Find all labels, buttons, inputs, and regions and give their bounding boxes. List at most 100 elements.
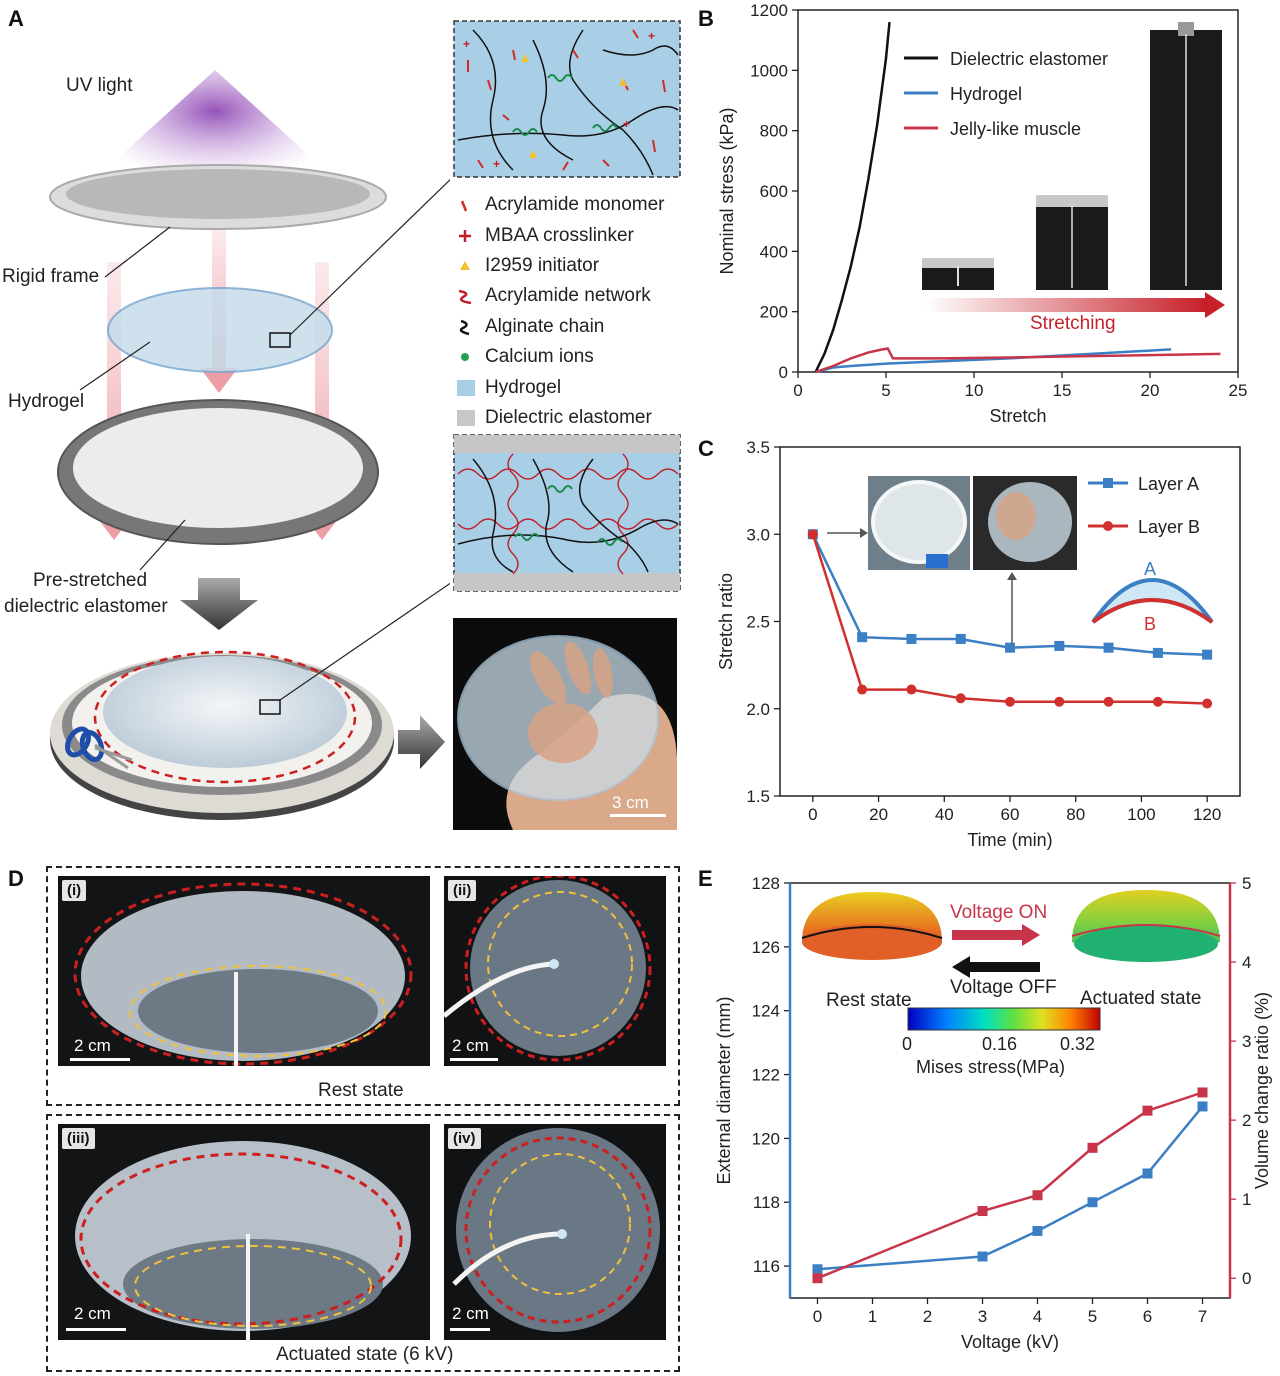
x-tick-label: 5 [881, 381, 890, 400]
x-tick-label: 40 [935, 805, 954, 824]
stretching-label: Stretching [1030, 313, 1116, 334]
legend-a-item: MBAA crosslinker [455, 220, 685, 250]
y2-tick-label: 4 [1242, 953, 1251, 972]
photo-d-iv [444, 1124, 666, 1340]
colorbar-tick-0: 0 [902, 1034, 913, 1054]
y2-tick-label: 2 [1242, 1111, 1251, 1130]
legend-a-label: Hydrogel [485, 376, 562, 398]
svg-text:+: + [493, 157, 500, 171]
y-tick-label: 2.0 [746, 700, 770, 719]
data-point [1202, 649, 1213, 660]
scale-bar-iv-label: 2 cm [452, 1304, 489, 1323]
legend-a-item: I2959 initiator [455, 251, 685, 281]
x-tick-label: 15 [1053, 381, 1072, 400]
y-tick-label: 600 [760, 182, 788, 201]
label-iii: (iii) [62, 1128, 95, 1149]
data-point [955, 693, 966, 704]
data-point [1032, 1190, 1043, 1201]
y-tick-label: 128 [752, 874, 780, 893]
legend-a-label: Acrylamide network [485, 285, 651, 307]
legend-a-item: Hydrogel [455, 372, 685, 402]
colorbar-tick-2: 0.32 [1060, 1034, 1096, 1054]
inset-photo-hydrogel-dish [868, 476, 970, 570]
photo-d-iii [58, 1124, 430, 1340]
data-point [812, 1264, 823, 1275]
fem-actuated-state-label: Actuated state [1080, 988, 1202, 1009]
scale-bar-iii-line [66, 1328, 126, 1331]
data-point [857, 684, 868, 695]
data-point [1103, 642, 1114, 653]
hand-photo-drawing [457, 635, 677, 830]
mises-colorbar [907, 1007, 1101, 1031]
legend-a-label: Calcium ions [485, 346, 594, 368]
x-tick-label: 2 [923, 1307, 932, 1326]
data-point [812, 1273, 823, 1284]
y-axis-label: External diameter (mm) [714, 996, 734, 1184]
legend-c-marker [1103, 521, 1113, 531]
uv-light-cone [105, 70, 325, 188]
data-point [1087, 1197, 1098, 1208]
data-point [906, 684, 917, 695]
legend-a-marker-box [457, 409, 475, 426]
series-line [817, 1105, 1204, 1271]
y-tick-label: 400 [760, 242, 788, 261]
photo-d-ii [444, 876, 666, 1066]
data-point [1142, 1105, 1153, 1116]
svg-text:+: + [463, 37, 470, 51]
panel-d-box-actuated [46, 1114, 680, 1372]
legend-a-item: Acrylamide monomer [455, 190, 685, 220]
legend-b-label: Hydrogel [950, 84, 1022, 104]
actuated-state-label: Actuated state (6 kV) [276, 1344, 454, 1365]
x-axis-label: Stretch [989, 406, 1046, 426]
y-tick-label: 126 [752, 938, 780, 957]
data-point [1152, 647, 1163, 658]
panel-a-schematic [49, 70, 450, 820]
pre-stretched-label-line1: Pre-stretched [33, 570, 148, 591]
x-tick-label: 20 [869, 805, 888, 824]
hand-photo [453, 618, 677, 830]
y-axis-label: Stretch ratio [716, 573, 736, 670]
inset-photo-hydrogel-hand [973, 476, 1077, 570]
bilayer-label-a: A [1144, 559, 1156, 579]
scale-bar-iii-label: 2 cm [74, 1304, 111, 1323]
legend-b-label: Dielectric elastomer [950, 49, 1108, 69]
data-point [1087, 1142, 1098, 1153]
legend-a-label: Dielectric elastomer [485, 406, 652, 428]
panel-label-a: A [8, 6, 24, 31]
x-tick-label: 5 [1088, 1307, 1097, 1326]
network-inset-top: + + + + [453, 20, 681, 178]
hydrogel-label: Hydrogel [8, 391, 85, 412]
colorbar-tick-1: 0.16 [982, 1034, 1018, 1054]
svg-text:+: + [623, 117, 630, 131]
data-point [977, 1251, 988, 1262]
chart-c: A B 0 20 40 60 80 100 120 1.5 2.0 2.5 3.0 3.5 Time (… [716, 438, 1241, 850]
process-arrow-right [398, 715, 445, 769]
stretch-inset-arrow-head [1205, 292, 1225, 318]
y2-axis-label: Volume change ratio (%) [1252, 992, 1272, 1189]
legend-a-label: MBAA crosslinker [485, 224, 634, 246]
y-tick-label: 118 [753, 1193, 780, 1212]
y-tick-label: 122 [752, 1066, 780, 1085]
x-tick-label: 20 [1141, 381, 1160, 400]
legend-a-marker-plus [459, 229, 471, 242]
y-axis-label: Nominal stress (kPa) [717, 107, 737, 274]
data-point [1202, 698, 1213, 709]
process-arrow-down [180, 578, 258, 630]
scale-bar-iv-line [450, 1328, 490, 1331]
series-line [817, 1091, 1203, 1280]
legend-a-item: Acrylamide network [455, 281, 685, 311]
data-point [1103, 696, 1114, 707]
y-tick-label: 120 [752, 1129, 780, 1148]
y-tick-label: 3.5 [746, 438, 770, 457]
x-tick-label: 1 [868, 1307, 877, 1326]
legend-c-marker [1103, 478, 1113, 488]
hydrogel-disc [107, 287, 333, 373]
legend-c-label: Layer A [1138, 474, 1199, 494]
rigid-frame-label: Rigid frame [2, 266, 100, 287]
legend-a-item: Calcium ions [455, 342, 685, 372]
x-tick-label: 0 [793, 381, 802, 400]
y-tick-label: 800 [760, 122, 788, 141]
photo-d-i [58, 876, 430, 1066]
cut-line [93, 650, 357, 784]
stretch-inset-arrow-bar [925, 298, 1205, 312]
